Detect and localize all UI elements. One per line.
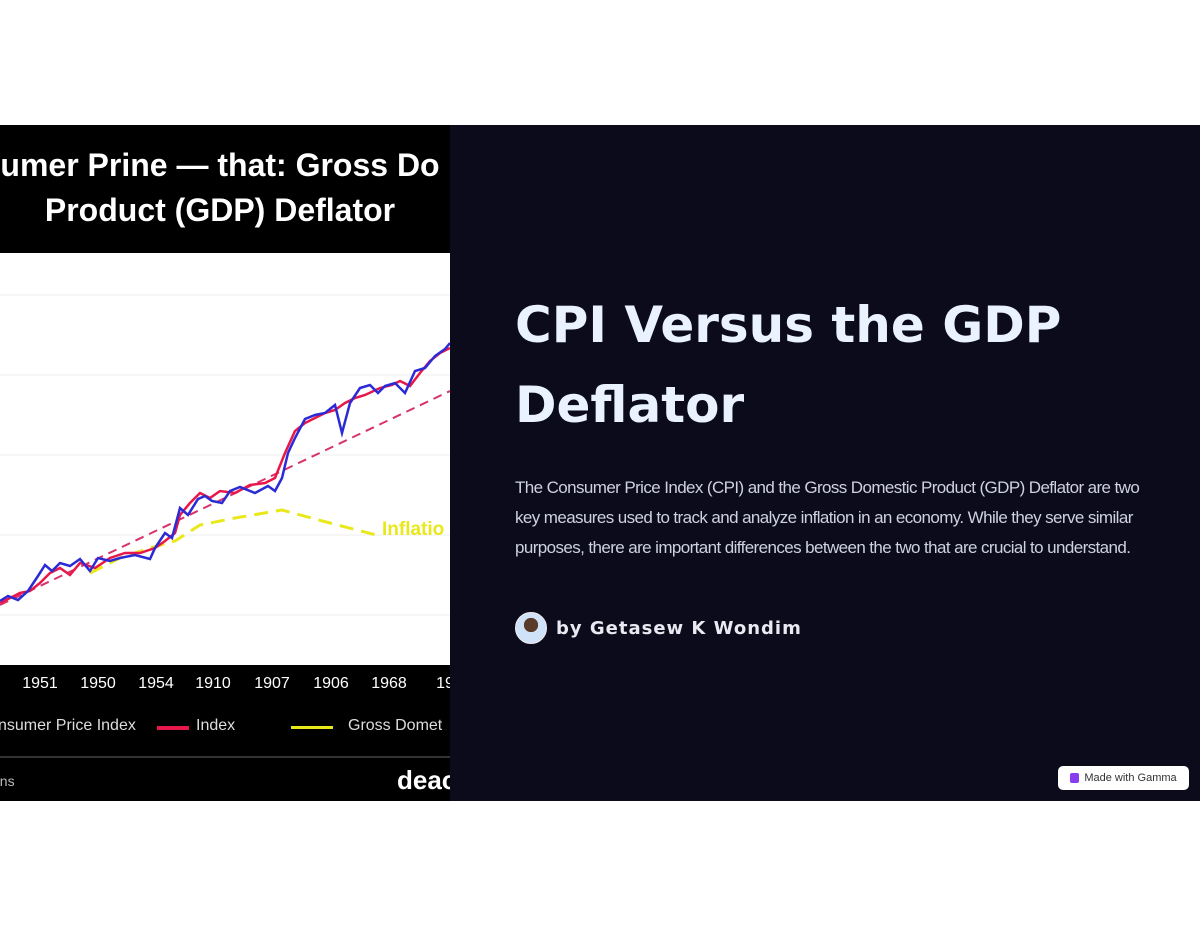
legend-index-swatch — [157, 726, 189, 730]
image-logo: deac — [397, 765, 450, 795]
gdp-line — [89, 508, 381, 575]
made-with-gamma-badge[interactable]: Made with Gamma — [1058, 766, 1189, 790]
legend-cpi: nsumer Price Index — [0, 717, 136, 734]
author-avatar — [515, 612, 547, 644]
x-tick: 1907 — [254, 675, 290, 692]
x-tick: 1968 — [371, 675, 407, 692]
slide: umer Prine — that: Gross Do Product (GDP… — [0, 125, 1200, 801]
chart-lines — [0, 294, 450, 616]
inflation-annotation: Inflatio — [382, 519, 445, 540]
slide-title: CPI Versus the GDP Deflator — [515, 296, 1062, 434]
x-tick: 1910 — [195, 675, 231, 692]
x-tick: 1951 — [22, 675, 58, 692]
x-tick: 1950 — [80, 675, 116, 692]
chart-plot-area — [0, 253, 450, 665]
legend-gdp: Gross Domet — [348, 717, 443, 734]
author-name: by Getasew K Wondim — [556, 617, 802, 639]
chart-title-line1: umer Prine — that: Gross Do — [0, 147, 440, 183]
divider — [0, 756, 450, 758]
badge-label: Made with Gamma — [1084, 772, 1177, 784]
byline: by Getasew K Wondim — [515, 612, 802, 644]
gamma-logo-icon — [1070, 773, 1080, 783]
x-tick: 1906 — [313, 675, 349, 692]
chart-image: umer Prine — that: Gross Do Product (GDP… — [0, 125, 450, 801]
legend-gdp-swatch — [291, 726, 333, 729]
x-tick: 19 — [436, 675, 450, 692]
legend-index: Index — [196, 717, 236, 734]
x-tick: 1954 — [138, 675, 174, 692]
cpi-line — [0, 342, 450, 603]
chart-title-line2: Product (GDP) Deflator — [44, 192, 396, 228]
slide-description: The Consumer Price Index (CPI) and the G… — [515, 478, 1140, 557]
image-footer-text: ons — [0, 773, 15, 789]
chart-image-title: umer Prine — that: Gross Do Product (GDP… — [0, 143, 450, 233]
